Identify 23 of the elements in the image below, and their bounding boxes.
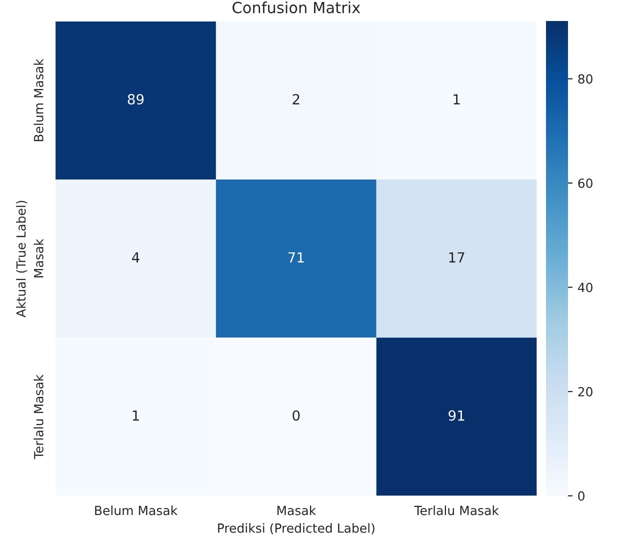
x-axis-title: Prediksi (Predicted Label) <box>218 523 374 534</box>
color-bar-label: 20 <box>578 387 592 396</box>
y-axis-title: Aktual (True Label) <box>16 200 28 318</box>
y-tick-label: Terlalu Masak <box>34 374 44 460</box>
data-label: 1 <box>132 410 139 421</box>
data-label: 89 <box>128 94 144 105</box>
x-tick-label: Belum Masak <box>95 506 178 516</box>
data-label: 2 <box>292 94 300 104</box>
x-tick-label: Masak <box>277 506 316 516</box>
data-label: 17 <box>449 252 464 262</box>
data-label: 91 <box>448 410 464 421</box>
color-bar-label: 40 <box>578 282 592 292</box>
color-bar-label: 80 <box>578 74 592 84</box>
data-label: 71 <box>288 252 304 262</box>
color-bar-label: 0 <box>578 491 584 501</box>
y-tick-label: Masak <box>34 238 44 278</box>
chart-title: Confusion Matrix <box>232 2 360 14</box>
data-label: 0 <box>292 410 300 421</box>
y-tick-label: Belum Masak <box>34 58 44 142</box>
data-label: 1 <box>454 94 460 104</box>
data-label: 4 <box>132 252 140 262</box>
x-tick-label: Terlalu Masak <box>414 506 499 516</box>
color-bar-label: 60 <box>578 178 592 188</box>
